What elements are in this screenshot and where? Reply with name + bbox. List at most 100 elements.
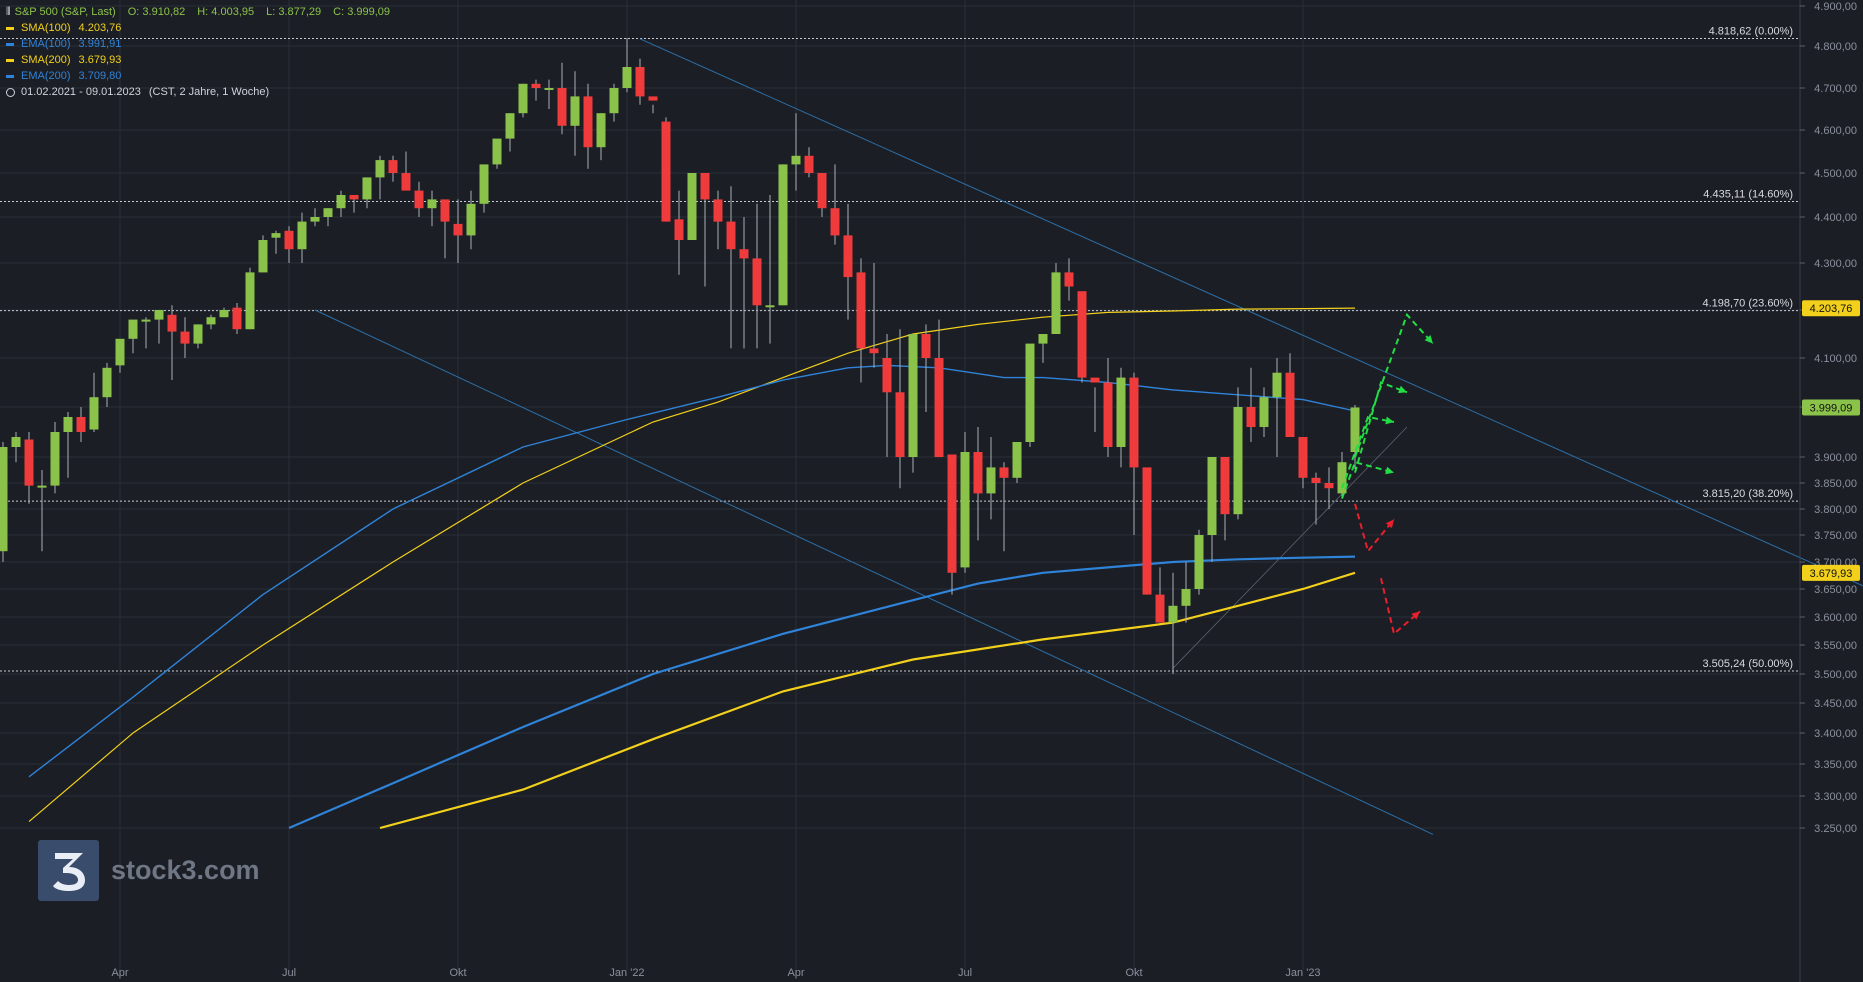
candle-body: [921, 334, 931, 358]
price-tag: [1802, 564, 1860, 581]
x-tick-label: Apr: [111, 967, 128, 979]
candle-body: [362, 177, 372, 200]
sma200-swatch: [6, 58, 14, 62]
instrument-header: ⫴ S&P 500 (S&P, Last) O: 3.910,82 H: 4.0…: [6, 4, 390, 20]
trendline[interactable]: [1172, 426, 1408, 669]
candle-body: [583, 96, 593, 148]
y-tick-label: 4.300,00: [1814, 258, 1857, 270]
y-tick-label: 3.300,00: [1814, 791, 1857, 803]
arrow-head: [1424, 334, 1433, 344]
instrument-title[interactable]: S&P 500 (S&P, Last): [14, 6, 116, 18]
indicator-label: SMA(200): [21, 54, 71, 66]
clock-icon: [6, 87, 15, 97]
candle-body: [843, 235, 853, 278]
candle-body: [349, 195, 359, 200]
candle-body: [1155, 594, 1165, 623]
y-tick-label: 3.800,00: [1814, 504, 1857, 516]
candle-body: [219, 310, 229, 318]
candle-body: [622, 67, 632, 88]
candle-body: [713, 199, 723, 222]
x-tick-label: Apr: [787, 967, 804, 979]
candle-body: [765, 305, 775, 308]
candle-body: [76, 417, 86, 432]
candle-body: [1207, 457, 1217, 535]
indicator-value: 3.709,80: [78, 70, 122, 82]
scenario-arrows: [1341, 312, 1434, 636]
candle-body: [1220, 457, 1230, 515]
moving-averages: [28, 307, 1356, 830]
trendline[interactable]: [314, 309, 1434, 835]
arrow-head: [1385, 466, 1394, 475]
y-axis: 4.900,00 4.800,00 4.700,00 4.600,00 4.500,00…: [1799, 0, 1857, 982]
indicator-sma200[interactable]: SMA(200) 3.679,93: [6, 52, 390, 68]
candle-body: [1285, 372, 1295, 437]
candle-body: [648, 96, 658, 101]
scenario-arrow: [1354, 381, 1408, 473]
y-tick-label: 3.650,00: [1814, 584, 1857, 596]
scenario-arrow: [1354, 503, 1395, 554]
candle-body: [609, 88, 619, 114]
period-row: 01.02.2021 - 09.01.2023 (CST, 2 Jahre, 1…: [6, 84, 390, 100]
candle-body: [1103, 382, 1113, 447]
indicator-ema100[interactable]: EMA(100) 3.991,91: [6, 36, 390, 52]
trendline[interactable]: [639, 38, 1863, 609]
x-tick-label: Jan '22: [609, 967, 644, 979]
candle-body: [1337, 462, 1347, 494]
y-tick-label: 3.750,00: [1814, 530, 1857, 542]
indicator-ema200[interactable]: EMA(200) 3.709,80: [6, 68, 390, 84]
candle-body: [804, 155, 814, 173]
candle-body: [388, 160, 398, 173]
logo-text: stock3.com: [111, 855, 260, 885]
candle-body: [1259, 397, 1269, 427]
y-tick-label: 4.900,00: [1814, 1, 1857, 13]
candle-body: [505, 113, 515, 139]
scenario-arrow: [1380, 577, 1421, 636]
y-tick-label: 3.850,00: [1814, 478, 1857, 490]
arrow-head: [1385, 416, 1394, 425]
fib-level-label: 3.815,20 (38.20%): [1702, 488, 1793, 500]
candle-body: [1077, 291, 1087, 378]
candle-body: [960, 452, 970, 568]
fib-level-label: 4.435,11 (14.60%): [1703, 189, 1793, 201]
indicator-sma100[interactable]: SMA(100) 4.203,76: [6, 20, 390, 36]
candle-body: [986, 467, 996, 494]
y-tick-label: 3.250,00: [1814, 823, 1857, 835]
sma200-line: [379, 571, 1356, 830]
ema100-line: [28, 364, 1356, 778]
candle-body: [1025, 343, 1035, 442]
sma100-swatch: [6, 26, 14, 30]
trendlines[interactable]: [314, 38, 1863, 835]
candle-body: [232, 307, 242, 330]
fibonacci-levels: 4.818,62 (0.00%) 4.435,11 (14.60%) 4.198,7…: [0, 26, 1800, 672]
candle-body: [11, 437, 21, 447]
price-tag-label: 3.999,09: [1810, 402, 1853, 414]
candle-body: [570, 96, 580, 126]
candle-body: [908, 334, 918, 457]
indicator-value: 3.679,93: [78, 54, 122, 66]
period-range[interactable]: 01.02.2021 - 09.01.2023: [21, 86, 141, 98]
candle-body: [1181, 589, 1191, 606]
brand-logo: stock3.com: [38, 840, 260, 901]
candle-body: [297, 221, 307, 250]
candle-body: [869, 348, 879, 354]
candle-body: [154, 310, 164, 320]
candle-body: [1350, 407, 1360, 452]
candle-body: [128, 319, 138, 339]
candle-body: [635, 67, 645, 97]
candle-body: [817, 173, 827, 209]
low-value: L: 3.877,29: [266, 6, 322, 18]
candle-body: [700, 173, 710, 200]
y-tick-label: 3.400,00: [1814, 728, 1857, 740]
candle-body: [271, 233, 281, 238]
price-tag: [1802, 399, 1860, 416]
candle-body: [1090, 377, 1100, 383]
x-tick-label: Jul: [282, 967, 296, 979]
fib-level-label: 4.198,70 (23.60%): [1702, 298, 1793, 310]
y-tick-label: 4.700,00: [1814, 83, 1857, 95]
candle-body: [180, 331, 190, 344]
close-value: C: 3.999,09: [333, 6, 391, 18]
price-tag-label: 3.679,93: [1810, 568, 1853, 580]
price-tags: 4.203,76 3.999,09 3.679,93: [1802, 300, 1860, 581]
candle-body: [739, 249, 749, 259]
